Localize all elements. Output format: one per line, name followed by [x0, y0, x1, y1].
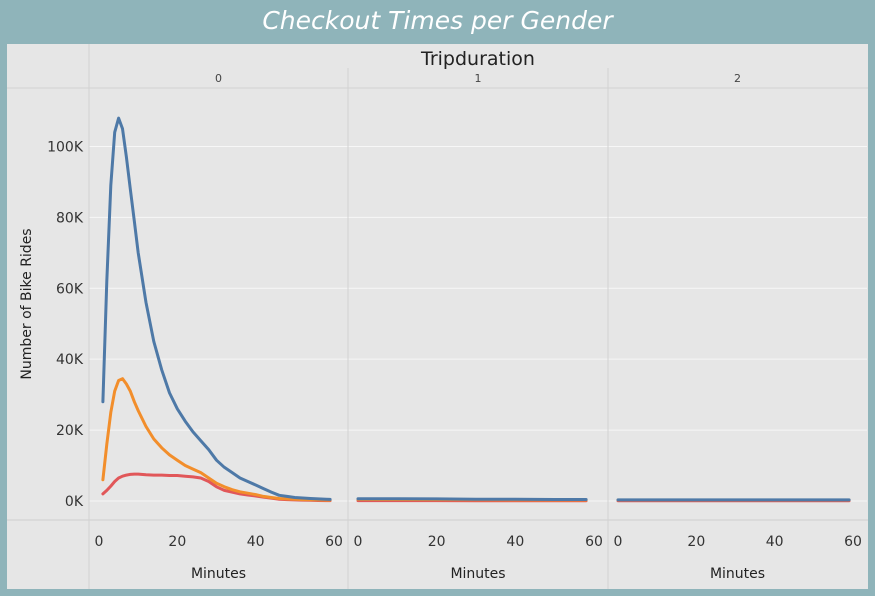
- panel-frame: [7, 44, 868, 589]
- x-tick-label: 0: [354, 534, 363, 550]
- y-tick-label: 20K: [56, 423, 84, 439]
- series-line: [101, 377, 332, 502]
- series-line: [356, 497, 588, 501]
- x-tick-label: 20: [428, 534, 446, 550]
- plot-area-background: [7, 44, 868, 589]
- x-axis-title: Minutes: [450, 566, 505, 582]
- x-tick-label: 40: [506, 534, 524, 550]
- x-tick-label: 20: [687, 534, 705, 550]
- x-tick-label: 0: [614, 534, 623, 550]
- panel-label: 2: [734, 72, 741, 85]
- chart-title: Checkout Times per Gender: [262, 6, 614, 35]
- x-tick-label: 40: [247, 534, 265, 550]
- x-tick-label: 0: [95, 534, 104, 550]
- x-axis-titles: Minutes Minutes Minutes: [191, 566, 765, 582]
- y-tick-label: 100K: [47, 139, 84, 155]
- x-axis-title: Minutes: [710, 566, 765, 582]
- y-tick-label: 80K: [56, 210, 84, 226]
- x-tick-label: 20: [168, 534, 186, 550]
- series-line: [101, 116, 332, 501]
- panel-labels: 0 1 2: [215, 72, 741, 85]
- panel-label: 0: [215, 72, 222, 85]
- y-tick-label: 0K: [65, 494, 84, 510]
- y-tick-label: 40K: [56, 352, 84, 368]
- series-lines: [101, 116, 851, 503]
- gridlines: [89, 145, 867, 502]
- x-axis-ticks: 0 20 40 60 0 20 40 60 0 20 40 60: [95, 534, 862, 550]
- x-tick-label: 40: [766, 534, 784, 550]
- x-axis-title: Minutes: [191, 566, 246, 582]
- x-tick-label: 60: [844, 534, 862, 550]
- y-axis-ticks: 0K 20K 40K 60K 80K 100K: [47, 139, 84, 510]
- column-header: Tripduration: [420, 48, 535, 70]
- y-tick-label: 60K: [56, 281, 84, 297]
- y-axis-title: Number of Bike Rides: [19, 228, 35, 379]
- panel-label: 1: [475, 72, 482, 85]
- x-tick-label: 60: [585, 534, 603, 550]
- x-tick-label: 60: [325, 534, 343, 550]
